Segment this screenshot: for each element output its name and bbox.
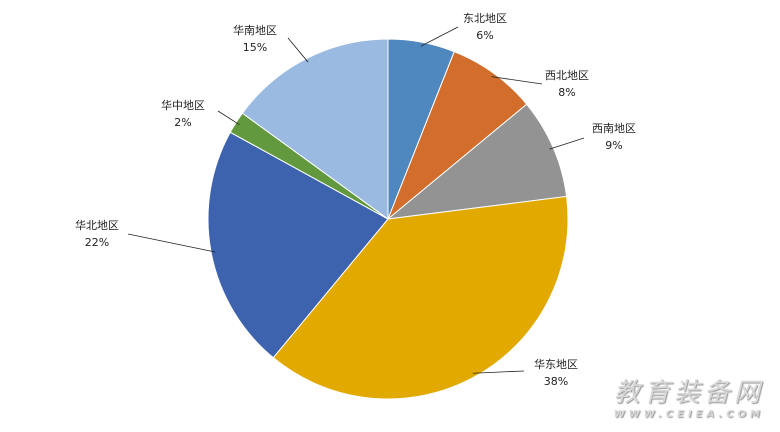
pie-slice-1: [387, 50, 528, 220]
slice-percent: 38%: [544, 375, 568, 388]
slice-percent: 2%: [174, 116, 191, 129]
slice-label: 华中地区: [161, 98, 205, 112]
leader-line-2: [549, 137, 585, 150]
watermark-url: WWW.CEIEA.COM: [613, 409, 764, 420]
slice-percent: 8%: [558, 86, 575, 99]
leader-line-3: [472, 370, 525, 374]
slice-label: 华东地区: [534, 357, 578, 371]
leader-line-5: [217, 110, 240, 126]
pie-slice-3: [272, 195, 569, 400]
slice-label: 西北地区: [545, 69, 589, 82]
slice-label: 华北地区: [75, 218, 119, 232]
pie-slice-6: [241, 38, 389, 220]
slice-label: 华南地区: [233, 23, 277, 37]
slice-percent: 9%: [605, 139, 622, 152]
leader-line-6: [287, 37, 309, 63]
slice-percent: 22%: [85, 236, 109, 249]
watermark-title: 教育装备网: [613, 378, 764, 408]
leader-line-1: [491, 76, 543, 85]
slice-percent: 6%: [476, 29, 493, 42]
leader-line-4: [127, 233, 216, 253]
slice-label: 西南地区: [592, 122, 636, 135]
pie-slice-4: [207, 131, 389, 359]
slice-label: 东北地区: [463, 12, 507, 25]
slice-percent: 15%: [243, 41, 267, 54]
watermark: 教育装备网 WWW.CEIEA.COM: [614, 372, 764, 420]
leader-line-0: [420, 26, 459, 47]
